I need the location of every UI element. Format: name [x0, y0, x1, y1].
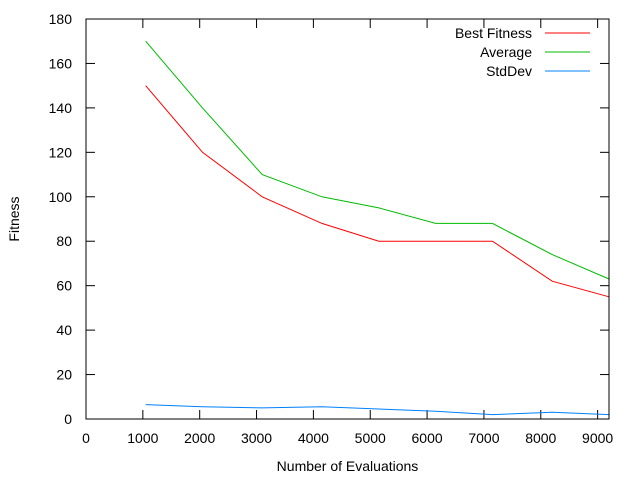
- y-tick-label: 140: [49, 100, 73, 116]
- legend-label-average: Average: [480, 44, 532, 60]
- series-layer: [145, 40, 610, 416]
- y-tick-label: 160: [49, 55, 73, 71]
- x-tick-label: 9000: [582, 430, 613, 446]
- x-tick-label: 1000: [127, 430, 158, 446]
- y-tick-label: 80: [56, 233, 72, 249]
- series-line-average: [145, 40, 610, 280]
- legend-label-stddev: StdDev: [486, 63, 532, 79]
- x-tick-label: 6000: [412, 430, 443, 446]
- y-tick-label: 100: [49, 189, 73, 205]
- y-axis-title: Fitness: [6, 196, 22, 241]
- legend: Best Fitness Average StdDev: [455, 25, 590, 79]
- series-line-stddev: [145, 404, 610, 416]
- y-tick-label: 40: [56, 322, 72, 338]
- y-tick-label: 60: [56, 278, 72, 294]
- plot-frame: [85, 18, 610, 420]
- series-line-best-fitness: [145, 85, 610, 298]
- y-tick-label: 120: [49, 144, 73, 160]
- x-axis-title: Number of Evaluations: [277, 458, 419, 474]
- legend-label-best-fitness: Best Fitness: [455, 25, 532, 41]
- x-tick-label: 0: [82, 430, 90, 446]
- x-tick-label: 8000: [525, 430, 556, 446]
- x-tick-label: 2000: [184, 430, 215, 446]
- y-tick-label: 180: [49, 11, 73, 27]
- y-tick-label: 0: [64, 411, 72, 427]
- x-tick-label: 7000: [468, 430, 499, 446]
- ticks-layer: 0 1000 2000 3000 4000 5000 6000 7000 8000 9000 0 20…: [49, 11, 614, 446]
- y-tick-label: 20: [56, 367, 72, 383]
- x-tick-label: 4000: [298, 430, 329, 446]
- x-tick-label: 5000: [355, 430, 386, 446]
- x-tick-label: 3000: [241, 430, 272, 446]
